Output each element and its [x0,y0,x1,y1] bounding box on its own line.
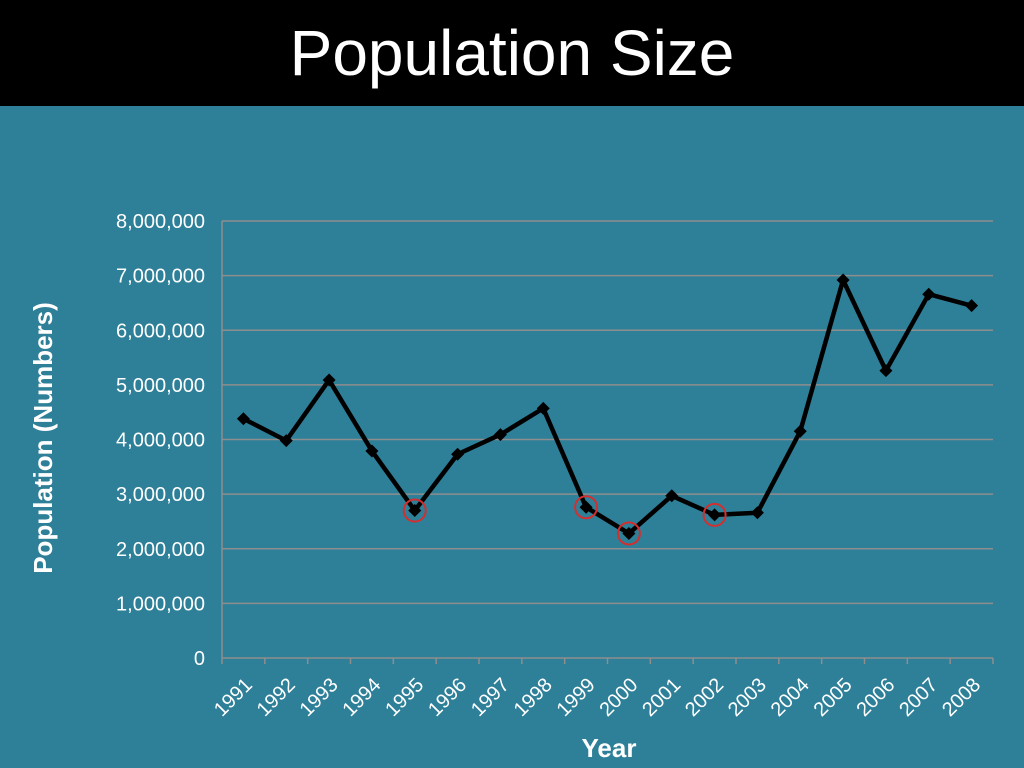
data-point-marker [965,299,979,313]
title-bar [0,0,1024,106]
highlight-circle [402,498,427,523]
x-tick-label: 2002 [681,674,728,721]
data-point-marker [665,489,679,503]
highlight-circle [702,502,727,527]
x-tick-label: 1998 [510,674,557,721]
data-point-marker [451,447,465,461]
data-point-marker [922,287,936,301]
x-tick-label: 2000 [595,674,642,721]
data-point-marker [708,508,722,522]
x-tick-label: 1999 [553,674,600,721]
y-tick-label: 2,000,000 [116,539,205,561]
x-tick-label: 2004 [767,674,814,721]
data-point-marker [579,500,593,514]
x-tick-label: 2006 [852,674,899,721]
data-point-marker [750,506,764,520]
x-tick-label: 2007 [895,674,942,721]
data-point-marker [622,526,636,540]
highlight-circle [574,495,599,520]
data-point-marker [793,424,807,438]
data-point-marker [365,444,379,458]
data-point-marker [836,273,850,287]
data-point-marker [879,364,893,378]
data-point-marker [236,412,250,426]
y-tick-label: 6,000,000 [116,320,205,342]
x-tick-label: 1995 [381,674,428,721]
data-point-marker [408,504,422,518]
x-tick-label: 1996 [424,674,471,721]
x-tick-labels: 1991199219931994199519961997199819992000… [210,674,985,721]
gridlines [222,220,993,605]
y-tick-label: 8,000,000 [116,211,205,233]
y-tick-label: 0 [194,648,205,670]
highlight-circle [616,521,641,546]
y-tick-label: 5,000,000 [116,375,205,397]
x-tick-label: 2003 [724,674,771,721]
x-tick-label: 1993 [296,674,343,721]
y-axis-title: Population (Numbers) [28,302,58,574]
y-tick-labels: 0 1,000,000 2,000,000 3,000,000 4,000,000 5,0… [116,211,205,670]
x-tick-label: 2005 [810,674,857,721]
x-tick-label: 1991 [210,674,257,721]
x-tick-label: 2001 [638,674,685,721]
series [236,273,979,540]
x-tick-label: 1997 [467,674,514,721]
data-point-marker [493,428,507,442]
x-tick-label: 1994 [338,674,385,721]
y-tick-label: 7,000,000 [116,266,205,288]
y-tick-label: 3,000,000 [116,484,205,506]
series-line [242,277,973,536]
y-tick-label: 1,000,000 [116,593,205,615]
page-title: Population Size [289,17,735,89]
highlight-circles [402,495,727,546]
axes [221,221,994,664]
data-point-marker [322,373,336,387]
x-tick-label: 1992 [253,674,300,721]
y-tick-label: 4,000,000 [116,430,205,452]
data-point-marker [536,401,550,415]
data-point-marker [279,434,293,448]
x-axis-title: Year [582,733,637,763]
x-tick-label: 2008 [938,674,985,721]
